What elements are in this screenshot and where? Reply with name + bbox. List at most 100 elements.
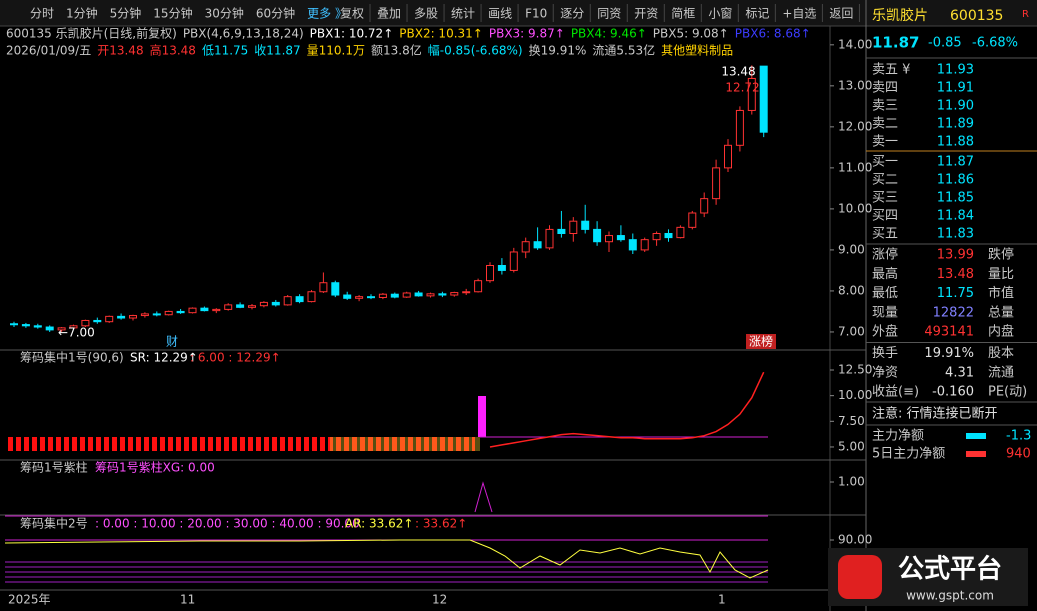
candle-body (117, 315, 126, 319)
candle-body (414, 292, 423, 297)
candle-body (759, 65, 768, 133)
y-tick-label: 13.00 (838, 78, 872, 92)
candle-body (700, 198, 709, 214)
candle-body (640, 239, 649, 251)
sr-line (489, 371, 765, 448)
header-text: PBX1: 10.72↑ (310, 27, 394, 41)
annotation: 12.72 (725, 81, 759, 95)
candle-body (426, 293, 435, 297)
x-tick-label: 1 (718, 593, 726, 607)
header-text: PBX5: 9.08↑ (653, 27, 729, 41)
y-tick-label: 5.00 (838, 439, 865, 453)
purple-spike (474, 481, 493, 513)
candle-body (390, 293, 399, 298)
header-text: 2026/01/09/五 (6, 44, 91, 58)
toolbar-button[interactable]: 小窗 (708, 7, 732, 21)
toolbar-button[interactable]: 多股 (414, 7, 438, 21)
toolbar-button[interactable]: 叠加 (377, 7, 401, 21)
y-tick-label: 12.00 (838, 119, 872, 133)
candle-body (57, 327, 66, 331)
toolbar-button[interactable]: 画线 (488, 7, 512, 21)
book-price: 11.85 (937, 191, 974, 206)
book-label: 卖五 ¥ (872, 63, 910, 78)
toolbar-button[interactable]: F10 (525, 7, 547, 21)
toolbar-button[interactable]: 统计 (451, 7, 475, 21)
chip-bars (5, 437, 475, 451)
toolbar-button[interactable]: 60分钟 (256, 6, 295, 21)
candle-body (557, 228, 566, 235)
header-text: PBX2: 10.31↑ (399, 27, 483, 41)
logo-url: www.gspt.com (906, 589, 994, 603)
x-tick-label: 11 (180, 593, 195, 607)
flow-label: 主力净额 (872, 429, 924, 444)
header-text: 量110.1万 (307, 44, 365, 58)
candle-body (355, 296, 364, 299)
toolbar-button[interactable]: 复权 (340, 7, 364, 21)
notice: 注意: 行情连接已断开 (872, 406, 998, 422)
candle-body (747, 77, 756, 111)
candle-body (105, 315, 114, 323)
stat-value: 19.91% (924, 346, 974, 361)
candle-body (259, 301, 268, 307)
toolbar-button[interactable]: 返回 (829, 7, 853, 21)
y-tick-label: 90.00 (838, 533, 872, 547)
book-price: 11.93 (937, 63, 974, 78)
candle-body (200, 307, 209, 312)
header-text: PBX4: 9.46↑ (571, 27, 647, 41)
toolbar-button[interactable]: 15分钟 (153, 6, 192, 21)
candle-body (724, 144, 732, 169)
candle-body (319, 282, 328, 293)
candle-body (735, 109, 744, 146)
y-tick-label: 9.00 (838, 242, 865, 256)
book-label: 买二 (872, 173, 898, 188)
book-label: 卖二 (872, 117, 898, 132)
stat-label: 内盘 (988, 324, 1014, 340)
toolbar-button[interactable]: 开资 (634, 7, 658, 21)
toolbar-button[interactable]: 5分钟 (110, 6, 142, 21)
stat-label: 股本 (988, 346, 1014, 361)
stat-label: 跌停 (988, 247, 1014, 263)
annotation: 13.48 (721, 65, 755, 79)
flow-value: -1.3 (1006, 429, 1031, 444)
toolbar-button[interactable]: 分时 (30, 7, 54, 21)
stat-label: 净资 (872, 365, 898, 380)
price: 11.87 (872, 34, 919, 52)
book-price: 11.91 (937, 81, 974, 96)
stat-label: 外盘 (872, 324, 898, 340)
toolbar-button[interactable]: 标记 (745, 7, 769, 21)
candle-body (152, 313, 161, 316)
candle-body (474, 280, 483, 293)
toolbar-button[interactable]: +自选 (782, 7, 816, 21)
stat-label: 最低 (872, 286, 898, 301)
logo-title: 公式平台 (898, 554, 1002, 585)
toolbar-button[interactable]: 简框 (671, 7, 695, 21)
candle-body (712, 167, 721, 200)
candle-body (295, 296, 304, 303)
candle-body (283, 296, 292, 306)
candle-body (45, 326, 54, 331)
toolbar-button[interactable]: 同资 (597, 7, 621, 21)
y-tick-label: 10.00 (838, 388, 872, 402)
stat-label: 涨停 (872, 247, 898, 263)
candle-body (605, 235, 613, 243)
tag-bg (746, 334, 776, 349)
toolbar-button[interactable]: 逐分 (560, 7, 584, 21)
candle-body (688, 212, 697, 228)
candle-body (176, 310, 185, 314)
header-text: 收11.87 (254, 44, 300, 58)
stat-value: -0.160 (932, 385, 974, 400)
panel-title: 筹码集中1号(90,6) (20, 350, 124, 365)
panel-title: 筹码1号紫柱 (20, 460, 88, 475)
stat-value: 11.75 (937, 286, 974, 301)
book-label: 买一 (872, 155, 898, 170)
candle-body (248, 305, 256, 308)
toolbar-button[interactable]: 30分钟 (205, 6, 244, 21)
book-price: 11.90 (937, 99, 974, 114)
stat-label: 现量 (872, 305, 898, 320)
ar-line (4, 539, 769, 579)
toolbar-button[interactable]: 更多 》 (307, 7, 347, 21)
toolbar-button[interactable]: 1分钟 (66, 6, 98, 21)
candle-body (676, 226, 685, 239)
y-tick-label: 8.00 (838, 283, 865, 297)
flow-bar (966, 433, 986, 439)
